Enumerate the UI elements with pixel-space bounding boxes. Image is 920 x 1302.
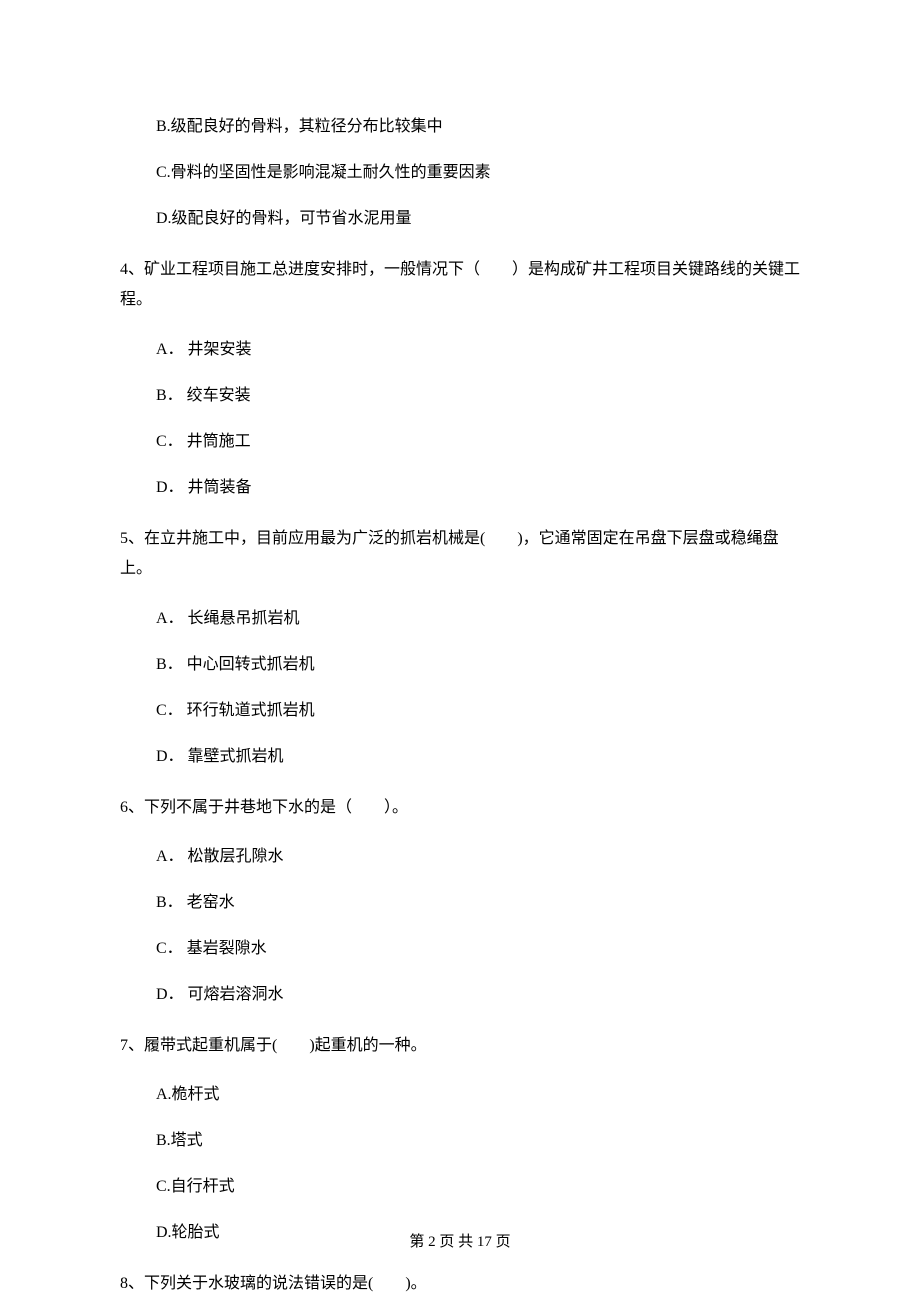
q4-option-a: A． 井架安装 bbox=[120, 338, 800, 362]
q6-option-c: C． 基岩裂隙水 bbox=[120, 937, 800, 961]
q4-option-b: B． 绞车安装 bbox=[120, 384, 800, 408]
q7-option-b: B.塔式 bbox=[120, 1129, 800, 1153]
page-content: B.级配良好的骨料，其粒径分布比较集中 C.骨料的坚固性是影响混凝土耐久性的重要… bbox=[0, 0, 920, 1300]
q4-text: 4、矿业工程项目施工总进度安排时，一般情况下（ ）是构成矿井工程项目关键路线的关… bbox=[120, 255, 800, 316]
q7-option-a: A.桅杆式 bbox=[120, 1083, 800, 1107]
q8-text: 8、下列关于水玻璃的说法错误的是( )。 bbox=[120, 1269, 800, 1299]
q4-option-c: C． 井筒施工 bbox=[120, 430, 800, 454]
q5-option-d: D． 靠壁式抓岩机 bbox=[120, 745, 800, 769]
q3-option-d: D.级配良好的骨料，可节省水泥用量 bbox=[120, 207, 800, 231]
q3-option-b: B.级配良好的骨料，其粒径分布比较集中 bbox=[120, 115, 800, 139]
q5-text: 5、在立井施工中，目前应用最为广泛的抓岩机械是( )，它通常固定在吊盘下层盘或稳… bbox=[120, 524, 800, 585]
q4-option-d: D． 井筒装备 bbox=[120, 476, 800, 500]
q5-option-b: B． 中心回转式抓岩机 bbox=[120, 653, 800, 677]
q6-text: 6、下列不属于井巷地下水的是（ ）。 bbox=[120, 793, 800, 823]
q5-option-c: C． 环行轨道式抓岩机 bbox=[120, 699, 800, 723]
q6-option-b: B． 老窑水 bbox=[120, 891, 800, 915]
q3-option-c: C.骨料的坚固性是影响混凝土耐久性的重要因素 bbox=[120, 161, 800, 185]
q7-option-c: C.自行杆式 bbox=[120, 1175, 800, 1199]
page-footer: 第 2 页 共 17 页 bbox=[0, 1231, 920, 1254]
q7-text: 7、履带式起重机属于( )起重机的一种。 bbox=[120, 1031, 800, 1061]
q5-option-a: A． 长绳悬吊抓岩机 bbox=[120, 607, 800, 631]
q6-option-d: D． 可熔岩溶洞水 bbox=[120, 983, 800, 1007]
q6-option-a: A． 松散层孔隙水 bbox=[120, 845, 800, 869]
